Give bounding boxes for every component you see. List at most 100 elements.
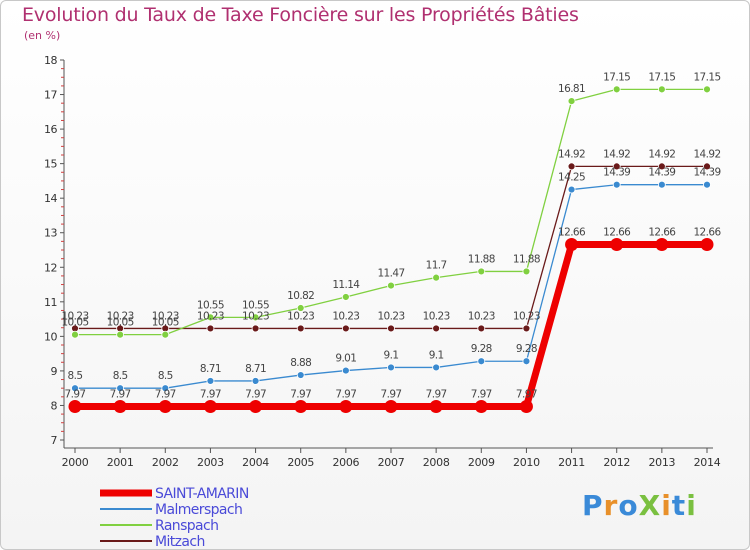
data-point bbox=[522, 267, 531, 276]
data-point bbox=[612, 85, 621, 94]
labels-saint-amarin: 7.97 7.97 7.97 7.97 7.97 7.97 7.97 7.97 7.97 7.97… bbox=[65, 226, 723, 400]
x-tick-label: 2002 bbox=[152, 456, 179, 469]
y-tick-label: 17 bbox=[44, 89, 57, 102]
series-layer: 10.23 10.23 10.23 10.23 10.23 10.23 10.23 10.23… bbox=[61, 71, 723, 413]
y-tick-label: 8 bbox=[51, 399, 58, 412]
data-label: 9.1 bbox=[384, 349, 399, 361]
data-label: 16.81 bbox=[558, 83, 585, 95]
data-point bbox=[158, 399, 172, 413]
series-saint-amarin bbox=[68, 237, 714, 413]
data-point bbox=[203, 399, 217, 413]
data-point bbox=[655, 237, 669, 251]
legend-label: SAINT-AMARIN bbox=[155, 486, 249, 502]
data-label: 8.5 bbox=[158, 370, 173, 382]
data-point bbox=[294, 399, 308, 413]
data-label: 10.23 bbox=[152, 310, 179, 322]
legend-item-saint-amarin: SAINT-AMARIN bbox=[100, 486, 249, 502]
data-point bbox=[567, 185, 576, 194]
data-label: 7.97 bbox=[200, 388, 221, 400]
data-point bbox=[339, 399, 353, 413]
data-label: 10.23 bbox=[423, 310, 450, 322]
x-tick-label: 2005 bbox=[287, 456, 314, 469]
x-tick-label: 2008 bbox=[423, 456, 450, 469]
logo-letter: i bbox=[686, 489, 697, 522]
data-label: 17.15 bbox=[648, 71, 675, 83]
data-point bbox=[206, 377, 215, 385]
y-tick-label: 15 bbox=[44, 158, 57, 171]
data-point bbox=[474, 399, 488, 413]
data-label: 10.05 bbox=[61, 317, 88, 329]
y-tick-label: 12 bbox=[44, 261, 57, 274]
series-line bbox=[75, 88, 707, 336]
data-point bbox=[703, 162, 711, 171]
y-tick-label: 10 bbox=[44, 330, 57, 343]
data-label: 12.66 bbox=[558, 226, 586, 238]
legend-item-malmerspach: Malmerspach bbox=[100, 502, 243, 518]
logo-letter: i bbox=[661, 489, 672, 522]
data-point bbox=[251, 377, 260, 385]
data-label: 10.23 bbox=[61, 310, 88, 322]
data-label: 14.39 bbox=[693, 167, 720, 179]
y-tick-label: 18 bbox=[44, 54, 57, 67]
y-tick-label: 7 bbox=[51, 434, 58, 447]
x-tick-label: 2006 bbox=[332, 456, 359, 469]
x-tick-label: 2010 bbox=[513, 456, 540, 469]
data-point bbox=[567, 97, 576, 106]
data-point bbox=[249, 399, 263, 413]
x-tick-label: 2000 bbox=[62, 456, 89, 469]
data-label: 10.23 bbox=[107, 310, 134, 322]
labels-malmerspach: 8.5 8.5 8.5 8.71 8.71 8.88 9.01 9.1 9.1 9.28 9.28 1… bbox=[68, 167, 722, 382]
data-label: 10.82 bbox=[287, 290, 314, 302]
x-tick-label: 2012 bbox=[603, 456, 630, 469]
data-point bbox=[251, 313, 260, 322]
data-label: 11.7 bbox=[426, 260, 447, 272]
data-label: 7.97 bbox=[245, 388, 266, 400]
y-tick-label: 14 bbox=[44, 192, 57, 205]
data-point bbox=[387, 281, 395, 290]
data-label: 8.5 bbox=[68, 370, 83, 382]
data-label: 8.71 bbox=[245, 363, 266, 375]
data-label: 11.88 bbox=[513, 253, 540, 265]
legend-label: Mitzach bbox=[155, 534, 205, 550]
data-point bbox=[251, 324, 260, 333]
data-label: 10.23 bbox=[377, 310, 404, 322]
labels-mitzach: 10.23 10.23 10.23 10.23 10.23 10.23 10.23 10.23… bbox=[61, 148, 721, 322]
data-point bbox=[610, 237, 624, 251]
data-point bbox=[657, 180, 666, 189]
x-tick-label: 2011 bbox=[558, 456, 585, 469]
logo-letter: P bbox=[582, 489, 604, 522]
x-tick-label: 2007 bbox=[378, 456, 405, 469]
chart-axes: 7 8 9 10 11 12 13 14 15 16 17 18 2000 2001 2002 2003 200… bbox=[44, 54, 721, 469]
data-label: 11.47 bbox=[377, 268, 404, 280]
data-label: 10.23 bbox=[197, 310, 224, 322]
data-point bbox=[477, 324, 486, 333]
data-label: 9.28 bbox=[471, 343, 492, 355]
data-label: 10.05 bbox=[152, 317, 179, 329]
x-tick-label: 2004 bbox=[242, 456, 269, 469]
data-label: 10.55 bbox=[197, 299, 224, 311]
data-label: 11.14 bbox=[332, 279, 360, 291]
data-label: 14.92 bbox=[558, 148, 585, 160]
data-point bbox=[519, 399, 533, 413]
data-point bbox=[161, 330, 170, 339]
data-label: 7.97 bbox=[516, 388, 537, 400]
data-label: 14.25 bbox=[558, 172, 585, 184]
labels-ranspach: 10.05 10.05 10.05 10.55 10.55 10.82 11.14 11.47… bbox=[61, 71, 721, 329]
data-label: 10.23 bbox=[468, 310, 495, 322]
data-point bbox=[657, 162, 666, 171]
data-point bbox=[296, 304, 305, 312]
logo-letter: X bbox=[638, 489, 662, 522]
data-label: 17.15 bbox=[693, 71, 720, 83]
data-point bbox=[296, 371, 305, 379]
data-point bbox=[703, 180, 711, 189]
data-point bbox=[567, 162, 576, 171]
data-point bbox=[341, 293, 350, 301]
logo-letter: t bbox=[671, 489, 687, 522]
data-point bbox=[522, 324, 531, 333]
x-tick-label: 2003 bbox=[197, 456, 224, 469]
legend-item-mitzach: Mitzach bbox=[100, 534, 205, 550]
data-point bbox=[341, 366, 350, 375]
x-tick-label: 2014 bbox=[694, 456, 721, 469]
data-point bbox=[429, 399, 443, 413]
